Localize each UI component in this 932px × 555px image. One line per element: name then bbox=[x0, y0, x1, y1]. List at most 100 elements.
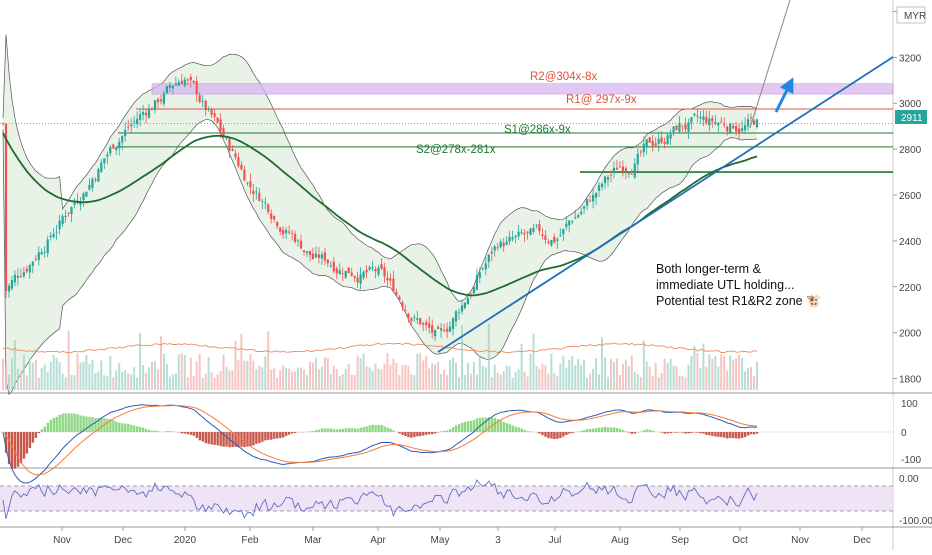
macd-histogram-bar bbox=[354, 428, 356, 432]
volume-bar bbox=[41, 368, 43, 390]
macd-histogram-bar bbox=[348, 428, 350, 432]
candle-body bbox=[515, 236, 517, 237]
macd-histogram-bar bbox=[142, 428, 144, 432]
candle-body bbox=[121, 136, 123, 143]
volume-bar bbox=[452, 358, 454, 390]
volume-bar bbox=[240, 334, 242, 390]
candle-body bbox=[687, 122, 689, 131]
candle-body bbox=[178, 82, 180, 85]
macd-histogram-bar bbox=[127, 424, 129, 432]
candle-body bbox=[440, 328, 442, 330]
candle-body bbox=[380, 264, 382, 269]
candle-body bbox=[646, 139, 648, 147]
macd-histogram-bar bbox=[351, 428, 353, 432]
volume-bar bbox=[321, 367, 323, 390]
macd-histogram-bar bbox=[687, 432, 689, 433]
candle-body bbox=[163, 94, 165, 104]
volume-bar bbox=[133, 367, 135, 390]
macd-histogram-bar bbox=[166, 431, 168, 432]
candle-body bbox=[2, 123, 4, 124]
macd-histogram-bar bbox=[500, 420, 502, 432]
volume-bar bbox=[100, 361, 102, 390]
volume-bar bbox=[753, 376, 755, 390]
volume-bar bbox=[556, 376, 558, 390]
candle-body bbox=[366, 270, 368, 273]
macd-histogram-bar bbox=[664, 432, 666, 434]
volume-bar bbox=[339, 376, 341, 390]
candle-body bbox=[288, 232, 290, 233]
candle-body bbox=[491, 252, 493, 254]
macd-histogram-bar bbox=[628, 432, 630, 433]
candle-body bbox=[315, 254, 317, 258]
volume-bar bbox=[169, 377, 171, 390]
macd-histogram-bar bbox=[53, 418, 55, 432]
volume-bar bbox=[279, 370, 281, 390]
volume-bar bbox=[345, 369, 347, 390]
volume-bar bbox=[458, 377, 460, 390]
macd-histogram-bar bbox=[547, 432, 549, 438]
macd-histogram-bar bbox=[205, 432, 207, 443]
candle-body bbox=[553, 237, 555, 243]
volume-bar bbox=[467, 363, 469, 390]
price-tick-label: 2800 bbox=[899, 145, 922, 156]
macd-histogram-bar bbox=[187, 432, 189, 434]
volume-bar bbox=[622, 364, 624, 390]
candle-body bbox=[345, 271, 347, 278]
macd-histogram-bar bbox=[249, 432, 251, 446]
volume-bar bbox=[65, 378, 67, 390]
volume-bar bbox=[580, 365, 582, 390]
macd-histogram-bar bbox=[646, 429, 648, 432]
volume-bar bbox=[550, 354, 552, 390]
candle-body bbox=[369, 267, 371, 269]
candle-body bbox=[571, 222, 573, 223]
volume-bar bbox=[565, 368, 567, 390]
volume-bar bbox=[157, 369, 159, 390]
candle-body bbox=[73, 203, 75, 205]
volume-bar bbox=[598, 374, 600, 390]
volume-bar bbox=[664, 359, 666, 391]
macd-histogram-bar bbox=[374, 425, 376, 432]
candle-body bbox=[643, 144, 645, 152]
candle-body bbox=[398, 297, 400, 300]
volume-bar bbox=[750, 367, 752, 390]
volume-bar bbox=[232, 371, 234, 391]
macd-histogram-bar bbox=[410, 432, 412, 438]
candle-body bbox=[199, 95, 201, 102]
candle-body bbox=[35, 259, 37, 260]
candle-body bbox=[637, 154, 639, 165]
candle-body bbox=[56, 232, 58, 233]
candle-body bbox=[151, 109, 153, 110]
candle-body bbox=[68, 213, 70, 214]
macd-histogram-bar bbox=[190, 432, 192, 435]
candle-body bbox=[11, 280, 13, 289]
candle-body bbox=[634, 164, 636, 178]
macd-histogram-bar bbox=[720, 432, 722, 437]
candle-body bbox=[240, 165, 242, 170]
volume-bar bbox=[237, 360, 239, 390]
volume-bar bbox=[729, 356, 731, 390]
candle-body bbox=[592, 195, 594, 202]
candle-body bbox=[252, 191, 254, 194]
macd-histogram-bar bbox=[461, 423, 463, 432]
volume-bar bbox=[243, 361, 245, 390]
volume-bar bbox=[115, 370, 117, 390]
time-tick-label: Feb bbox=[241, 535, 259, 546]
time-tick-label: Nov bbox=[53, 535, 71, 546]
macd-histogram-bar bbox=[723, 432, 725, 438]
volume-bar bbox=[226, 367, 228, 390]
candle-body bbox=[455, 311, 457, 321]
candle-body bbox=[693, 114, 695, 115]
candle-body bbox=[586, 199, 588, 206]
volume-bar bbox=[619, 375, 621, 390]
candle-body bbox=[360, 274, 362, 283]
candle-body bbox=[383, 267, 385, 276]
volume-bar bbox=[148, 368, 150, 391]
volume-bar bbox=[735, 359, 737, 391]
macd-histogram-bar bbox=[312, 431, 314, 432]
candle-body bbox=[276, 222, 278, 226]
volume-bar bbox=[494, 365, 496, 390]
candle-body bbox=[148, 109, 150, 117]
volume-bar bbox=[8, 375, 10, 390]
macd-histogram-bar bbox=[339, 429, 341, 432]
